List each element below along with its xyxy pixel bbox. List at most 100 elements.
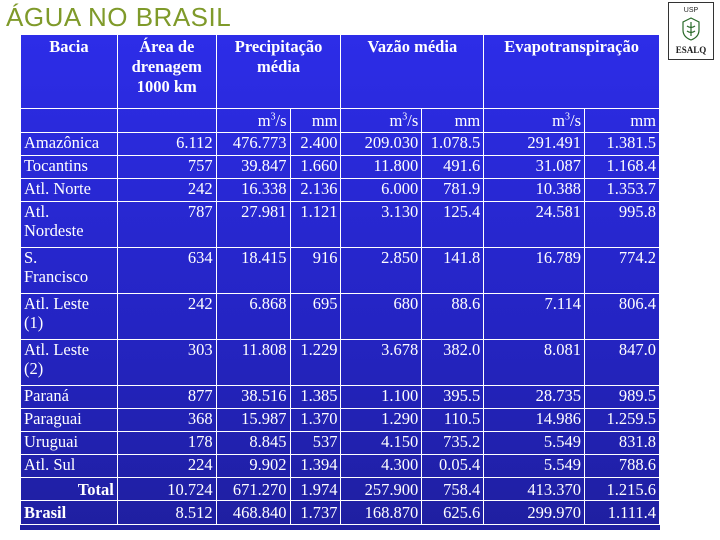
value-cell-area: 242: [116, 293, 217, 340]
water-table-panel: Bacia Área de drenagem 1000 km Precipitaçã…: [20, 34, 660, 530]
value-cell-e-mm: 1.381.5: [584, 132, 660, 156]
logo-top-text: USP: [683, 7, 699, 14]
value-cell-area: 634: [116, 247, 217, 294]
value-cell-e-m3s: 7.114: [483, 293, 586, 340]
value-cell-area: 224: [116, 454, 217, 478]
value-cell-e-m3s: 10.388: [483, 178, 586, 202]
basin-name: Atl. Nordeste: [20, 201, 118, 248]
value-cell-area: 6.112: [116, 132, 217, 156]
header-precipitacao: Precipitação média: [215, 34, 342, 109]
value-cell-e-mm: 806.4: [584, 293, 660, 340]
table-row: Atl. Norte 242 16.338 2.136 6.000 781.9 10.388…: [20, 178, 660, 202]
value-cell-v-m3s: 1.100: [340, 385, 423, 409]
value-cell-area: 303: [116, 339, 217, 386]
value-cell-v-m3s: 4.300: [340, 454, 423, 478]
value-cell-p-m3s: 9.902: [215, 454, 291, 478]
value-cell-v-mm: 125.4: [421, 201, 485, 248]
total-cell-e-m3s: 413.370: [483, 477, 586, 501]
header-vazao: Vazão média: [340, 34, 485, 109]
value-cell-e-m3s: 8.081: [483, 339, 586, 386]
value-cell-v-m3s: 680: [340, 293, 423, 340]
value-cell-p-mm: 1.370: [289, 408, 342, 432]
header-evapotranspiracao: Evapotranspiração: [483, 34, 660, 109]
value-cell-e-m3s: 28.735: [483, 385, 586, 409]
value-cell-v-mm: 781.9: [421, 178, 485, 202]
value-cell-e-mm: 995.8: [584, 201, 660, 248]
value-cell-v-m3s: 1.290: [340, 408, 423, 432]
unit-cell: m3/s: [483, 108, 586, 133]
total-cell-area: 10.724: [116, 477, 217, 501]
table-row: Uruguai 178 8.845 537 4.150 735.2 5.549 831.8: [20, 431, 660, 455]
water-basin-table: Bacia Área de drenagem 1000 km Precipitaçã…: [20, 34, 660, 525]
value-cell-e-mm: 1.259.5: [584, 408, 660, 432]
total-label: Total: [20, 477, 118, 501]
total-row: Total 10.724 671.270 1.974 257.900 758.4 413.3…: [20, 477, 660, 501]
brasil-cell-area: 8.512: [116, 500, 217, 525]
table-row: Paraná 877 38.516 1.385 1.100 395.5 28.735 989.…: [20, 385, 660, 409]
value-cell-p-m3s: 6.868: [215, 293, 291, 340]
brasil-cell-e-m3s: 299.970: [483, 500, 586, 525]
table-row: Atl. Sul 224 9.902 1.394 4.300 0.05.4 5.549 788…: [20, 454, 660, 478]
table-row: Atl. Nordeste 787 27.981 1.121 3.130 125.4 24.5…: [20, 201, 660, 248]
brasil-cell-v-m3s: 168.870: [340, 500, 423, 525]
table-row: Paraguai 368 15.987 1.370 1.290 110.5 14.986 1.…: [20, 408, 660, 432]
value-cell-area: 787: [116, 201, 217, 248]
units-row: m3/s mm m3/s mm m3/s mm: [20, 108, 660, 133]
value-cell-p-mm: 1.394: [289, 454, 342, 478]
value-cell-v-mm: 735.2: [421, 431, 485, 455]
value-cell-p-m3s: 18.415: [215, 247, 291, 294]
value-cell-e-mm: 1.168.4: [584, 155, 660, 179]
basin-name: Atl. Leste (1): [20, 293, 118, 340]
brasil-cell-v-mm: 625.6: [421, 500, 485, 525]
basin-name: Uruguai: [20, 431, 118, 455]
total-cell-e-mm: 1.215.6: [584, 477, 660, 501]
value-cell-v-mm: 491.6: [421, 155, 485, 179]
value-cell-e-m3s: 291.491: [483, 132, 586, 156]
value-cell-v-mm: 110.5: [421, 408, 485, 432]
value-cell-v-mm: 0.05.4: [421, 454, 485, 478]
value-cell-p-mm: 2.400: [289, 132, 342, 156]
logo-bottom-text: ESALQ: [675, 45, 707, 55]
table-row: Amazônica 6.112 476.773 2.400 209.030 1.078.5…: [20, 132, 660, 156]
logo-emblem-icon: [682, 17, 700, 41]
value-cell-area: 178: [116, 431, 217, 455]
table-row: Atl. Leste (1) 242 6.868 695 680 88.6 7.114 806.…: [20, 293, 660, 340]
value-cell-area: 877: [116, 385, 217, 409]
value-cell-v-m3s: 6.000: [340, 178, 423, 202]
value-cell-v-mm: 141.8: [421, 247, 485, 294]
value-cell-e-mm: 989.5: [584, 385, 660, 409]
unit-cell: m3/s: [215, 108, 291, 133]
value-cell-e-mm: 847.0: [584, 339, 660, 386]
brasil-cell-p-mm: 1.737: [289, 500, 342, 525]
header-bacia: Bacia: [20, 34, 118, 109]
value-cell-e-mm: 774.2: [584, 247, 660, 294]
value-cell-p-m3s: 476.773: [215, 132, 291, 156]
value-cell-e-mm: 831.8: [584, 431, 660, 455]
value-cell-area: 368: [116, 408, 217, 432]
value-cell-v-mm: 382.0: [421, 339, 485, 386]
value-cell-v-m3s: 2.850: [340, 247, 423, 294]
table-row: Tocantins 757 39.847 1.660 11.800 491.6 31.087…: [20, 155, 660, 179]
value-cell-v-m3s: 3.130: [340, 201, 423, 248]
value-cell-e-mm: 1.353.7: [584, 178, 660, 202]
total-cell-p-mm: 1.974: [289, 477, 342, 501]
value-cell-e-m3s: 14.986: [483, 408, 586, 432]
unit-cell: mm: [289, 108, 342, 133]
slide-title: ÁGUA NO BRASIL: [6, 2, 232, 32]
value-cell-p-mm: 1.121: [289, 201, 342, 248]
value-cell-p-mm: 1.660: [289, 155, 342, 179]
value-cell-v-mm: 1.078.5: [421, 132, 485, 156]
value-cell-e-m3s: 5.549: [483, 454, 586, 478]
total-cell-v-m3s: 257.900: [340, 477, 423, 501]
value-cell-e-m3s: 24.581: [483, 201, 586, 248]
brasil-row: Brasil 8.512 468.840 1.737 168.870 625.6 299.9…: [20, 500, 660, 525]
basin-name: Atl. Leste (2): [20, 339, 118, 386]
value-cell-p-mm: 2.136: [289, 178, 342, 202]
value-cell-e-m3s: 31.087: [483, 155, 586, 179]
value-cell-e-mm: 788.6: [584, 454, 660, 478]
value-cell-area: 242: [116, 178, 217, 202]
unit-cell: m3/s: [340, 108, 423, 133]
value-cell-p-m3s: 27.981: [215, 201, 291, 248]
value-cell-p-m3s: 38.516: [215, 385, 291, 409]
unit-cell: mm: [421, 108, 485, 133]
